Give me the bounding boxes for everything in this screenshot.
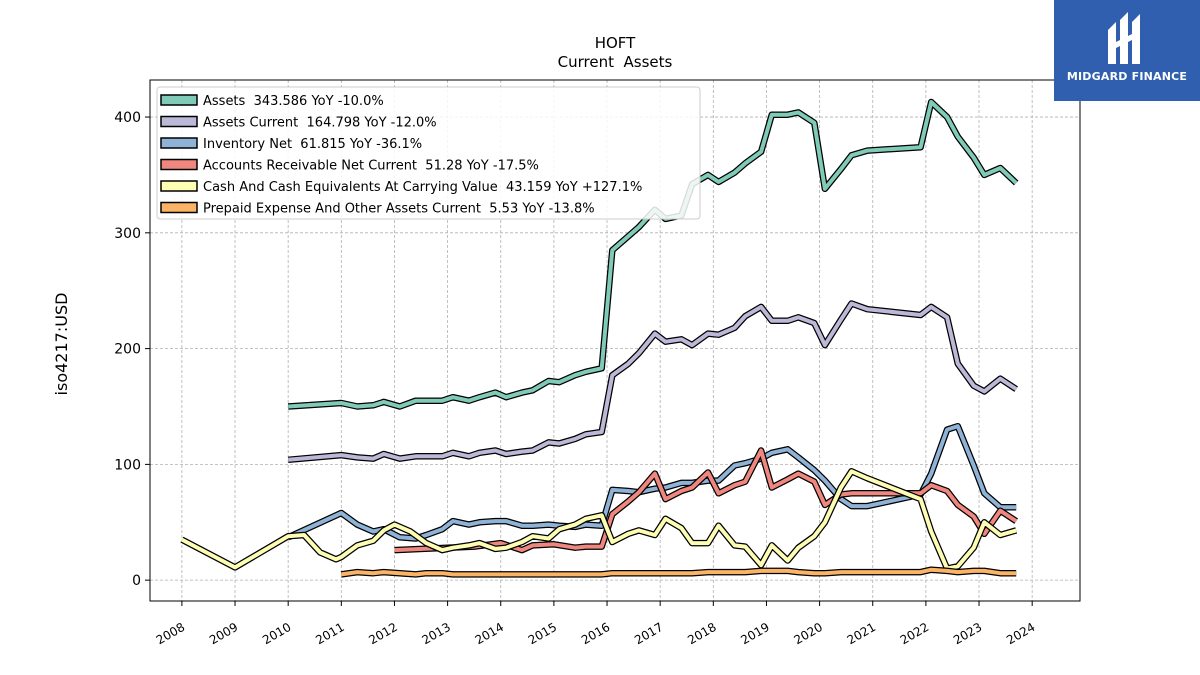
chart-subtitle: Current Assets [558, 53, 673, 71]
legend-swatch [160, 115, 198, 128]
x-tick-label: 2024 [1004, 620, 1037, 647]
series-line [180, 469, 1017, 571]
legend-swatch [160, 201, 198, 214]
legend: Assets 343.586 YoY -10.0% Assets Current … [156, 86, 701, 220]
series-lines [180, 98, 1019, 578]
y-tick-label: 0 [132, 573, 141, 589]
legend-label: Cash And Cash Equivalents At Carrying Va… [203, 180, 642, 195]
series-line [341, 567, 1017, 577]
series-line-outline [287, 300, 1018, 464]
x-tick-label: 2014 [473, 620, 506, 647]
x-tick-label: 2018 [685, 620, 718, 647]
x-tick-label: 2012 [366, 620, 399, 647]
x-tick-label: 2023 [951, 620, 984, 647]
legend-swatch [160, 94, 198, 106]
x-tick-label: 2013 [420, 620, 453, 647]
legend-box [156, 86, 701, 220]
x-tick-label: 2016 [579, 620, 612, 647]
legend-label: Prepaid Expense And Other Assets Current… [203, 202, 595, 217]
legend-swatch [160, 180, 198, 192]
x-tick-label: 2015 [526, 620, 559, 647]
y-tick-label: 200 [114, 342, 141, 358]
legend-label: Accounts Receivable Net Current 51.28 Yo… [203, 159, 539, 174]
x-tick-label: 2008 [154, 620, 187, 647]
series-line [288, 301, 1018, 462]
brand-logo: MIDGARD FINANCE [1054, 0, 1200, 101]
series-line [394, 448, 1018, 553]
legend-label: Assets Current 164.798 YoY -12.0% [203, 116, 437, 131]
x-tick-label: 2019 [738, 620, 771, 647]
y-tick-label: 400 [114, 110, 141, 126]
x-tick-label: 2009 [207, 620, 240, 647]
legend-label: Assets 343.586 YoY -10.0% [203, 94, 384, 109]
y-tick-label: 300 [114, 226, 141, 242]
x-tick-label: 2022 [898, 620, 931, 647]
plot-area-frame [149, 79, 1081, 602]
x-tick-label: 2010 [260, 620, 293, 647]
x-tick-label: 2017 [632, 620, 665, 647]
x-tick-label: 2011 [313, 620, 346, 647]
y-tick-label: 100 [114, 457, 141, 473]
chart-title: HOFT [595, 34, 636, 52]
logo-text: MIDGARD FINANCE [1066, 70, 1188, 83]
logo-mark-icon [1108, 12, 1140, 64]
legend-swatch [160, 137, 198, 149]
series-line [287, 424, 1017, 541]
legend-swatch [160, 158, 198, 171]
legend-label: Inventory Net 61.815 YoY -36.1% [203, 137, 422, 152]
y-axis-label: iso4217:USD [52, 293, 71, 396]
x-tick-label: 2020 [792, 620, 825, 647]
x-tick-label: 2021 [845, 620, 878, 647]
series-line-outline [286, 422, 1017, 542]
